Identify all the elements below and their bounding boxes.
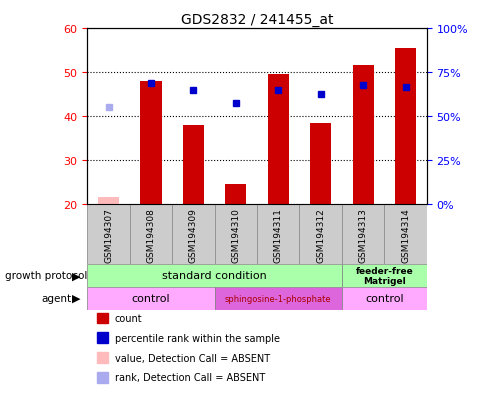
- Text: GSM194311: GSM194311: [273, 207, 282, 262]
- Title: GDS2832 / 241455_at: GDS2832 / 241455_at: [181, 12, 333, 26]
- Bar: [87, 264, 341, 287]
- Text: ▶: ▶: [71, 293, 80, 304]
- Bar: [309, 123, 331, 204]
- Text: GSM194314: GSM194314: [400, 207, 409, 262]
- Bar: [172, 204, 214, 264]
- Text: percentile rank within the sample: percentile rank within the sample: [115, 333, 279, 343]
- Text: GSM194307: GSM194307: [104, 207, 113, 262]
- Bar: [341, 287, 426, 310]
- Text: ▶: ▶: [71, 271, 80, 281]
- Text: GSM194310: GSM194310: [231, 207, 240, 262]
- Bar: [87, 287, 214, 310]
- Text: GSM194308: GSM194308: [146, 207, 155, 262]
- Text: control: control: [364, 293, 403, 304]
- Bar: [341, 264, 426, 287]
- Bar: [87, 204, 129, 264]
- Text: rank, Detection Call = ABSENT: rank, Detection Call = ABSENT: [115, 373, 265, 382]
- Bar: [383, 204, 426, 264]
- Bar: [299, 204, 341, 264]
- Bar: [129, 204, 172, 264]
- Text: agent: agent: [41, 293, 71, 304]
- Bar: [257, 204, 299, 264]
- Bar: [225, 185, 246, 204]
- Text: count: count: [115, 313, 142, 323]
- Text: growth protocol: growth protocol: [5, 271, 87, 281]
- Text: value, Detection Call = ABSENT: value, Detection Call = ABSENT: [115, 353, 270, 363]
- Bar: [214, 287, 341, 310]
- Bar: [182, 126, 204, 204]
- Text: control: control: [131, 293, 170, 304]
- Bar: [352, 66, 373, 204]
- Text: sphingosine-1-phosphate: sphingosine-1-phosphate: [225, 294, 331, 303]
- Text: feeder-free
Matrigel: feeder-free Matrigel: [355, 266, 412, 285]
- Text: GSM194309: GSM194309: [188, 207, 197, 262]
- Text: GSM194313: GSM194313: [358, 207, 367, 262]
- Bar: [267, 75, 288, 204]
- Text: standard condition: standard condition: [162, 271, 266, 281]
- Bar: [341, 204, 383, 264]
- Bar: [394, 49, 415, 204]
- Text: GSM194312: GSM194312: [316, 207, 325, 262]
- Bar: [98, 198, 119, 204]
- Bar: [140, 81, 161, 204]
- Bar: [214, 204, 257, 264]
